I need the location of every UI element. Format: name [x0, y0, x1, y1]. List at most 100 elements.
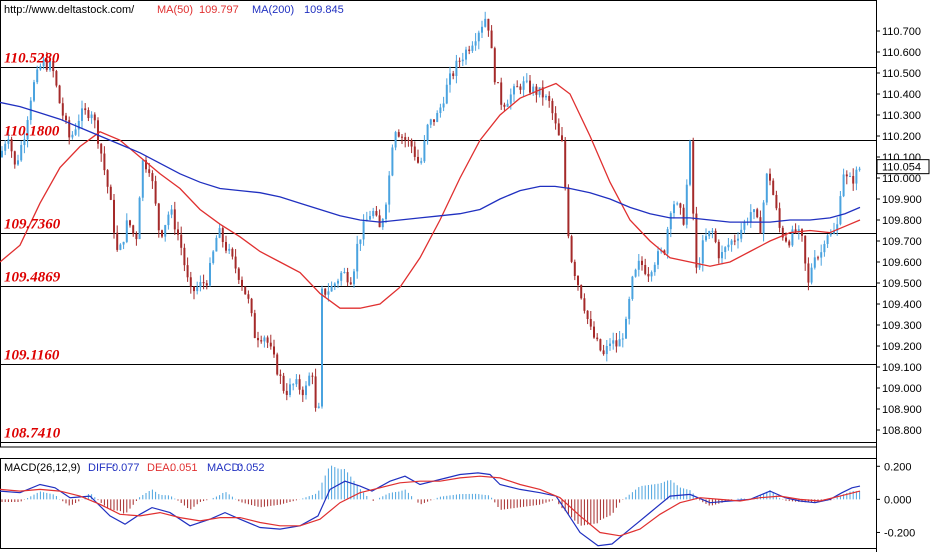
candle-body [810, 267, 813, 283]
candle-body [452, 73, 455, 76]
candle-body [471, 45, 474, 51]
candle-body [618, 339, 621, 347]
candle-body [346, 271, 349, 283]
candle-body [461, 59, 464, 62]
ma50-value: 109.797 [199, 4, 239, 16]
candle-body [599, 339, 602, 351]
candle-body [269, 342, 272, 347]
candle-body [199, 282, 202, 288]
candle-body [327, 291, 330, 295]
candle-body [221, 228, 224, 242]
candle-body [634, 269, 637, 277]
last-price-label: 110.054 [882, 162, 921, 174]
candle-body [561, 135, 563, 141]
candle-body [522, 81, 525, 90]
candle-body [785, 237, 787, 242]
candle-body [621, 338, 624, 340]
candle-body [202, 282, 205, 284]
price-tick-label: 109.300 [882, 320, 922, 332]
candle-body [81, 108, 83, 121]
candle-body [529, 80, 531, 93]
price-tick-label: 110.600 [882, 47, 921, 59]
candle-body [449, 73, 451, 85]
chart-frame [0, 0, 877, 552]
candle-body [87, 110, 90, 119]
candle-body [13, 151, 16, 165]
ma200-label: MA(200) [252, 4, 294, 16]
candle-body [330, 286, 333, 292]
candle-body [250, 298, 253, 314]
candle-body [10, 139, 13, 152]
candle-body [804, 235, 807, 264]
candle-body [314, 376, 317, 408]
candle-body [394, 132, 397, 148]
candle-body [356, 243, 359, 272]
candle-body [359, 239, 362, 244]
candle-body [97, 120, 99, 144]
candle-body [157, 203, 160, 231]
candle-body [826, 235, 829, 244]
candle-body [714, 230, 717, 242]
price-tick-label: 110.200 [882, 131, 921, 143]
candle-body [333, 283, 336, 287]
candle-body [237, 268, 240, 280]
candle-body [228, 248, 231, 251]
candle-body [474, 41, 477, 46]
candle-body [644, 264, 647, 274]
candle-body [538, 87, 541, 95]
candle-body [689, 141, 691, 185]
candle-body [695, 213, 698, 268]
candle-body [631, 276, 634, 299]
candle-body [845, 174, 848, 177]
candle-body [679, 203, 682, 208]
candle-body [637, 260, 640, 270]
candle-body [378, 215, 381, 228]
candle-body [36, 69, 39, 83]
candle-body [343, 271, 346, 273]
candle-body [135, 233, 138, 240]
candle-body [23, 139, 26, 146]
candle-body [721, 252, 723, 259]
candle-body [404, 137, 407, 140]
candle-body [273, 346, 275, 355]
candle-body [769, 173, 771, 181]
candle-body [413, 146, 416, 157]
candle-body [282, 375, 285, 391]
candle-body [52, 61, 55, 72]
candle-body [458, 60, 461, 62]
candle-body [778, 208, 781, 228]
candle-body [513, 86, 515, 95]
candle-body [247, 294, 250, 299]
candle-body [673, 204, 675, 214]
candle-body [189, 277, 192, 287]
candle-body [497, 82, 499, 84]
candle-body [231, 248, 234, 257]
candle-body [509, 94, 512, 104]
candle-body [468, 49, 471, 51]
candle-body [692, 141, 695, 214]
price-tick-label: 110.500 [882, 68, 921, 80]
candle-body [196, 287, 199, 292]
candle-body [586, 310, 589, 319]
candle-body [106, 170, 109, 187]
candle-body [122, 241, 125, 245]
candle-body [807, 263, 810, 283]
candle-body [641, 260, 643, 265]
candle-body [663, 250, 666, 254]
candle-body [628, 298, 631, 319]
candle-body [225, 241, 227, 251]
candle-body [266, 337, 269, 343]
price-tick-label: 109.200 [882, 341, 922, 353]
candle-body [842, 174, 845, 197]
candle-body [532, 86, 535, 93]
candle-body [4, 143, 7, 151]
candle-body [77, 120, 80, 130]
macd-dea-label: DEA: [147, 462, 173, 474]
candle-body [477, 32, 480, 42]
macd-dea-line [0, 475, 861, 537]
price-tick-label: 109.700 [882, 236, 922, 248]
candle-body [205, 283, 208, 286]
candle-body [820, 252, 823, 258]
candle-body [420, 161, 423, 163]
